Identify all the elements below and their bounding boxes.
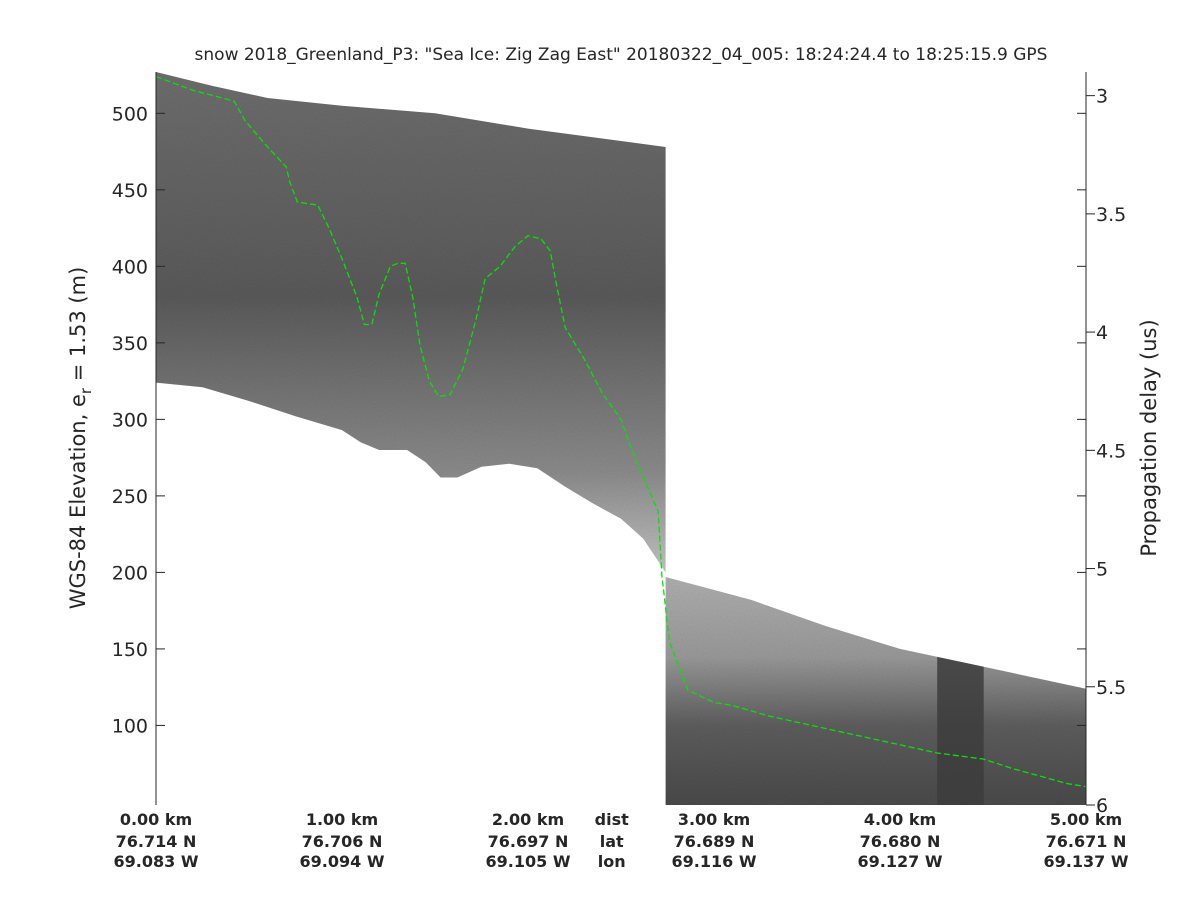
left-tick-label: 150 [112, 639, 148, 661]
x-tick-dist-label: 1.00 km [306, 810, 378, 829]
radargram-left-segment [156, 72, 666, 573]
x-tick-dist-label: 2.00 km [492, 810, 564, 829]
x-tick-lat-label: 76.689 N [674, 832, 755, 851]
x-row-lon-label: lon [598, 852, 626, 871]
y-axis-label-right: Propagation delay (us) [1137, 319, 1161, 556]
y-axis-label-left-subscript: r [77, 387, 95, 394]
x-tick-lat-label: 76.671 N [1046, 832, 1127, 851]
x-row-lat-label: lat [600, 832, 624, 851]
x-tick-lat-label: 76.680 N [860, 832, 941, 851]
left-tick-label: 250 [112, 486, 148, 508]
right-tick-label: 5 [1096, 559, 1108, 581]
surface-line-series [156, 75, 1086, 788]
x-tick-lat-label: 76.714 N [116, 832, 197, 851]
left-tick-label: 350 [112, 333, 148, 355]
left-tick-label: 100 [112, 715, 148, 737]
y-axis-label-left-main: WGS-84 Elevation, e [66, 394, 90, 609]
right-tick-label: 5.5 [1096, 677, 1126, 699]
y-axis-label-left-suffix: = 1.53 (m) [66, 267, 90, 388]
x-tick-lon-label: 69.127 W [858, 852, 943, 871]
radargram-dark-band [937, 656, 984, 805]
x-tick-dist-label: 4.00 km [864, 810, 936, 829]
left-tick-label: 400 [112, 256, 148, 278]
y-axis-label-left: WGS-84 Elevation, er = 1.53 (m) [66, 267, 95, 610]
right-tick-label: 6 [1096, 795, 1108, 817]
x-tick-dist-label: 0.00 km [120, 810, 192, 829]
x-tick-dist-label: 3.00 km [678, 810, 750, 829]
x-row-dist-label: dist [595, 810, 629, 829]
right-tick-label: 4 [1096, 322, 1108, 344]
x-tick-lon-label: 69.083 W [114, 852, 199, 871]
axes: 100 150 200 250 300 350 400 450 500 3 3.5 4 4.5 5 5.5 6… [112, 72, 1129, 871]
x-tick-lon-label: 69.105 W [486, 852, 571, 871]
x-tick-lon-label: 69.094 W [300, 852, 385, 871]
right-tick-label: 3.5 [1096, 204, 1126, 226]
left-tick-label: 200 [112, 562, 148, 584]
left-tick-label: 450 [112, 180, 148, 202]
right-tick-label: 4.5 [1096, 440, 1126, 462]
x-tick-lat-label: 76.706 N [302, 832, 383, 851]
right-tick-label: 3 [1096, 86, 1108, 108]
x-tick-lon-label: 69.116 W [672, 852, 757, 871]
x-tick-dist-label: 5.00 km [1050, 810, 1122, 829]
left-tick-label: 500 [112, 103, 148, 125]
x-tick-lon-label: 69.137 W [1044, 852, 1129, 871]
left-tick-label: 300 [112, 409, 148, 431]
plot-area [156, 72, 1086, 805]
x-tick-lat-label: 76.697 N [488, 832, 569, 851]
chart-title: snow 2018_Greenland_P3: "Sea Ice: Zig Za… [195, 45, 1048, 65]
